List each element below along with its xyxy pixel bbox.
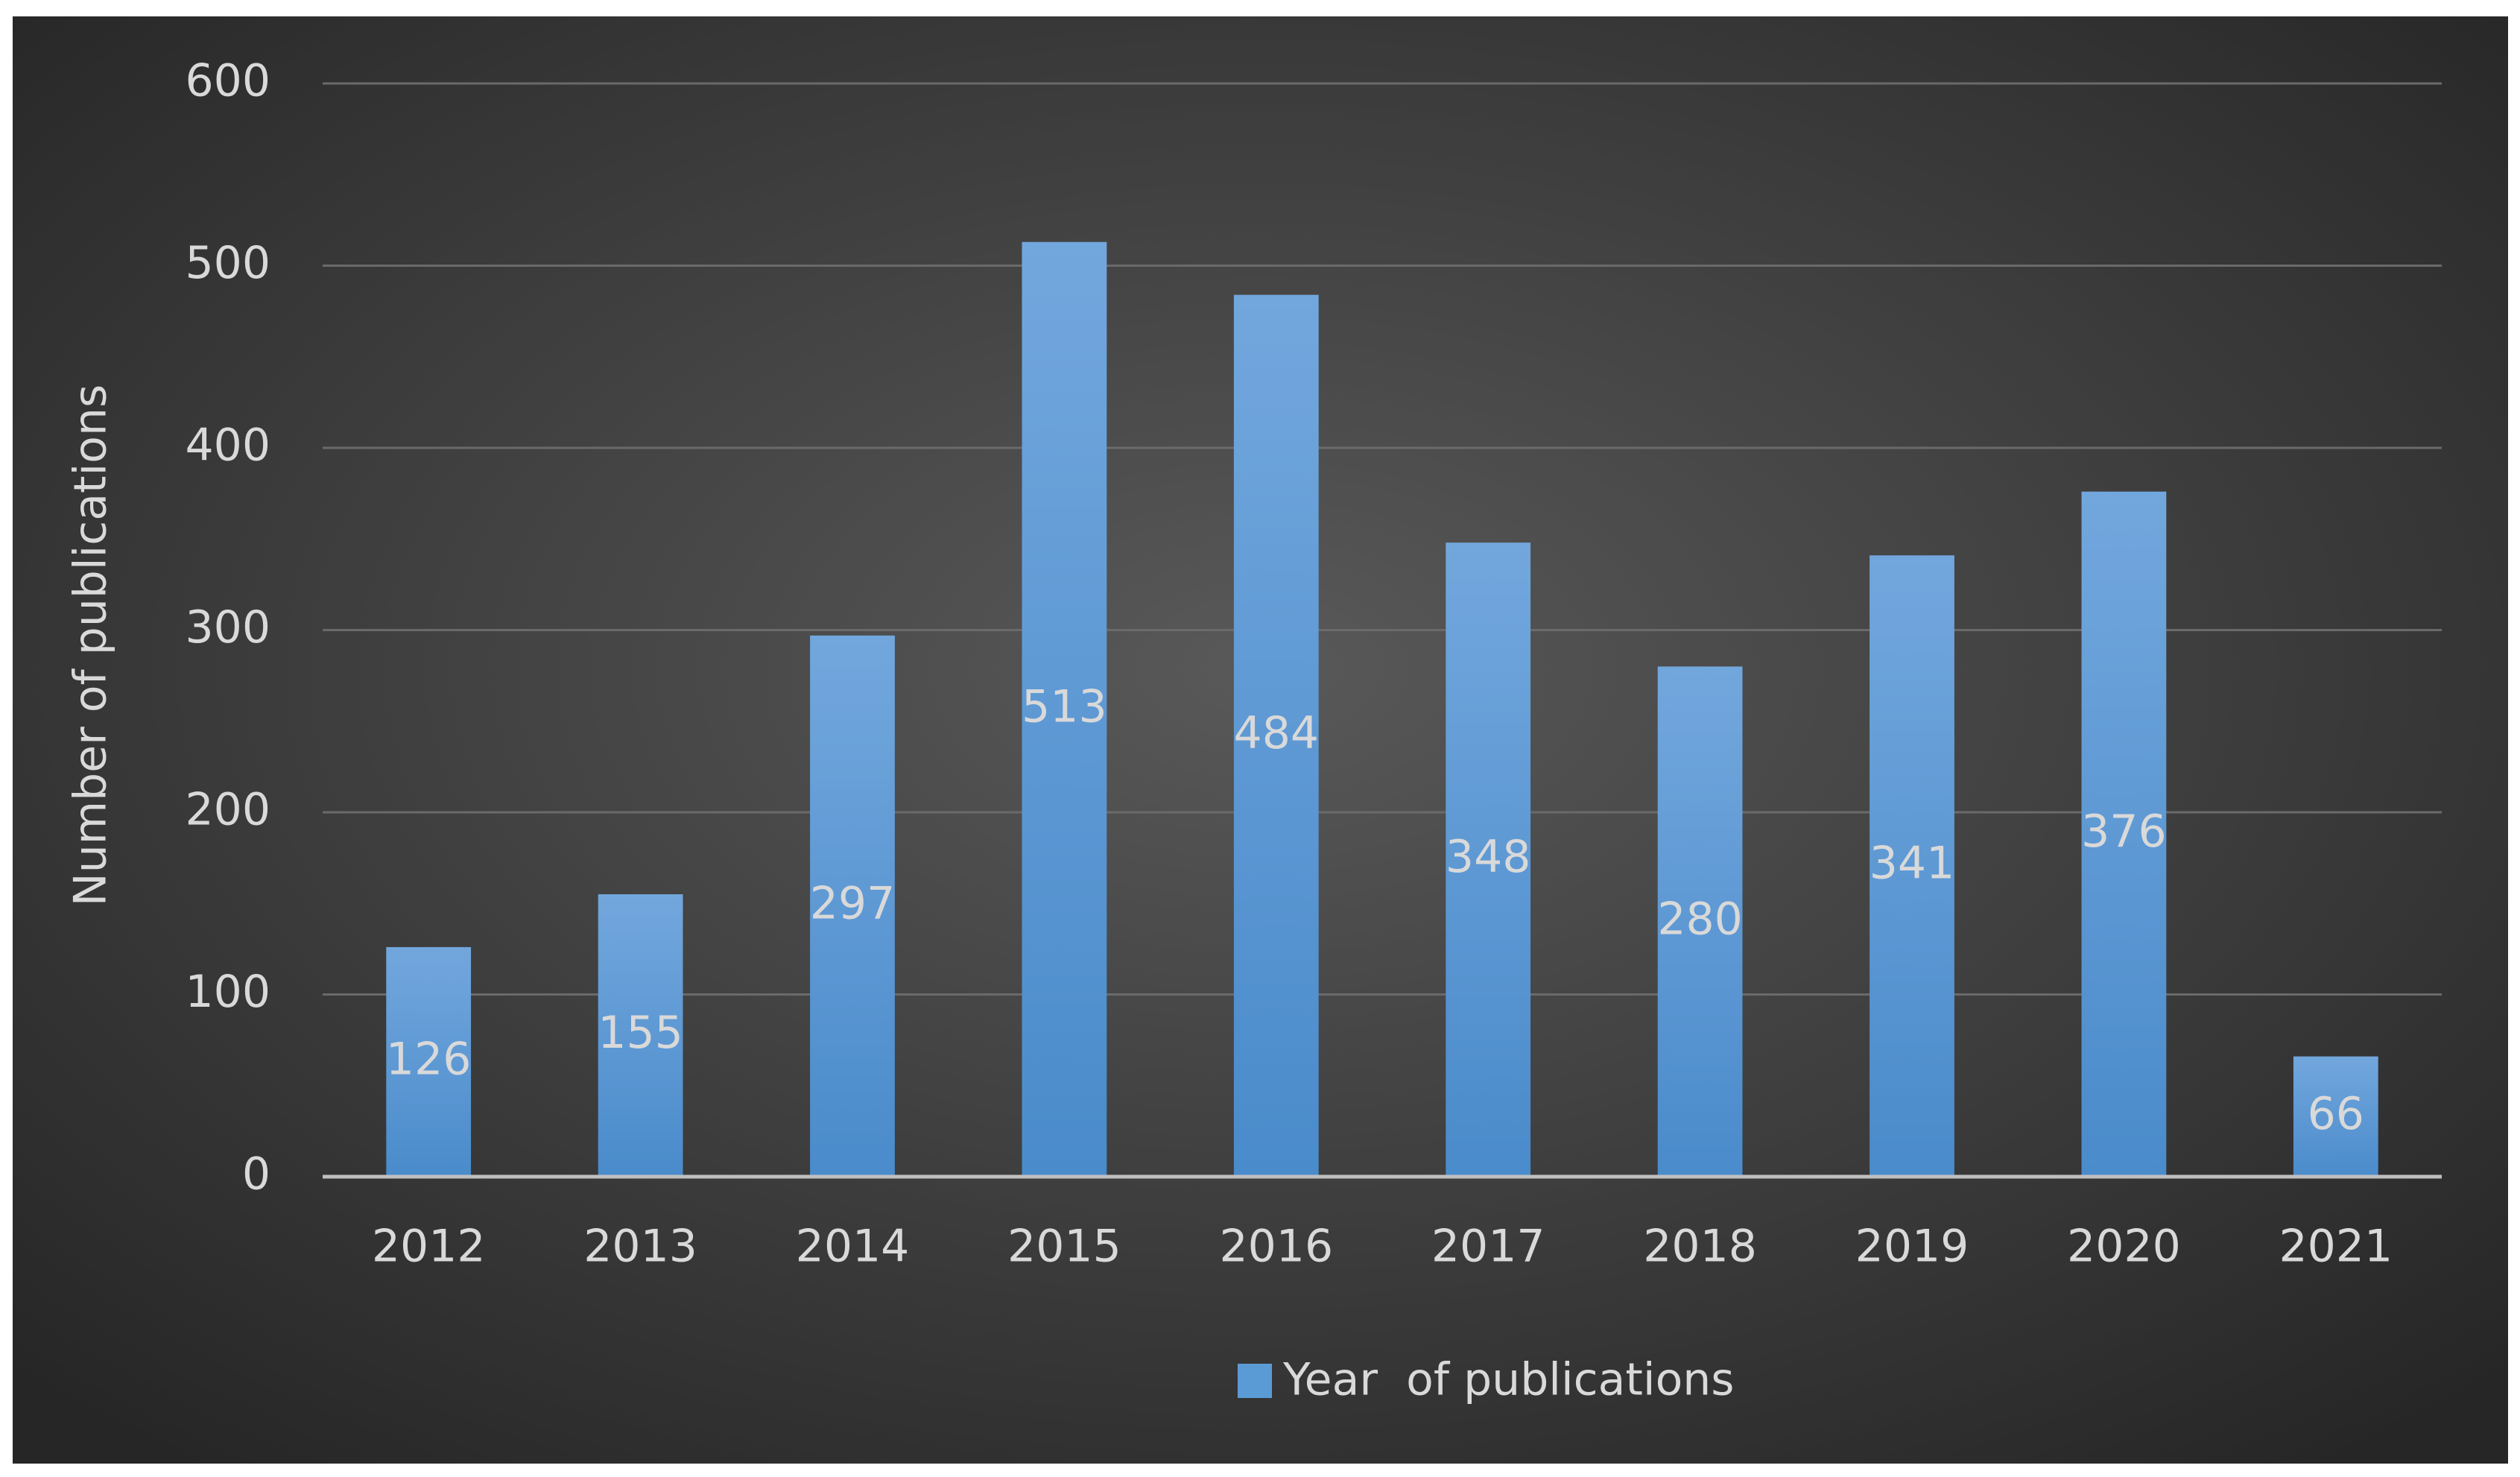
x-tick-label: 2018 xyxy=(1643,1221,1757,1273)
x-tick-label: 2019 xyxy=(1855,1221,1969,1273)
bar xyxy=(2293,1056,2378,1177)
y-axis-title: Number of publications xyxy=(65,385,117,907)
bar xyxy=(598,894,683,1177)
legend-label: Year of publications xyxy=(1282,1354,1735,1406)
bar xyxy=(1022,241,1107,1177)
data-label: 126 xyxy=(386,1034,472,1086)
bar xyxy=(810,635,895,1177)
bar xyxy=(1233,294,1319,1177)
data-label: 297 xyxy=(810,878,896,930)
x-tick-label: 2015 xyxy=(1007,1221,1121,1273)
x-tick-label: 2021 xyxy=(2279,1221,2393,1273)
bar xyxy=(1657,666,1743,1177)
x-tick-label: 2014 xyxy=(796,1221,910,1273)
data-label: 513 xyxy=(1022,680,1107,733)
data-label: 280 xyxy=(1657,893,1743,945)
y-tick-label: 500 xyxy=(185,237,270,289)
data-label: 484 xyxy=(1234,707,1320,759)
bar xyxy=(386,946,472,1177)
data-label: 155 xyxy=(598,1007,683,1059)
x-tick-label: 2016 xyxy=(1219,1221,1333,1273)
y-tick-label: 300 xyxy=(185,601,270,654)
y-tick-label: 400 xyxy=(185,420,270,472)
x-tick-label: 2013 xyxy=(583,1221,697,1273)
x-tick-label: 2012 xyxy=(372,1221,486,1273)
data-label: 376 xyxy=(2081,806,2167,858)
bar xyxy=(1870,555,1954,1177)
data-label: 348 xyxy=(1446,831,1531,883)
data-label: 341 xyxy=(1870,838,1955,890)
y-tick-label: 0 xyxy=(242,1148,270,1201)
y-tick-label: 600 xyxy=(185,55,270,107)
y-tick-label: 100 xyxy=(185,966,270,1018)
bar xyxy=(1446,543,1531,1177)
bar xyxy=(2081,491,2167,1177)
y-tick-label: 200 xyxy=(185,784,270,836)
legend-marker xyxy=(1238,1364,1272,1398)
x-tick-label: 2020 xyxy=(2067,1221,2181,1273)
data-label: 66 xyxy=(2308,1088,2364,1140)
x-tick-label: 2017 xyxy=(1431,1221,1545,1273)
